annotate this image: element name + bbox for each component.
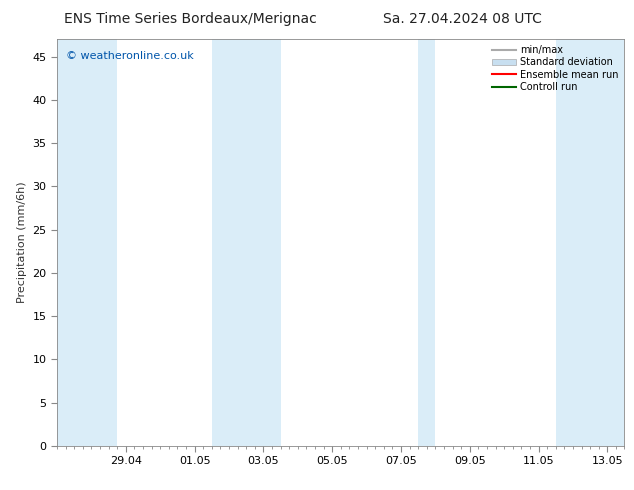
Bar [418, 39, 436, 446]
Text: © weatheronline.co.uk: © weatheronline.co.uk [65, 51, 193, 61]
Bar [556, 39, 624, 446]
Text: Sa. 27.04.2024 08 UTC: Sa. 27.04.2024 08 UTC [384, 12, 542, 26]
Bar [212, 39, 255, 446]
Y-axis label: Precipitation (mm/6h): Precipitation (mm/6h) [17, 182, 27, 303]
Text: ENS Time Series Bordeaux/Merignac: ENS Time Series Bordeaux/Merignac [64, 12, 316, 26]
Legend: min/max, Standard deviation, Ensemble mean run, Controll run: min/max, Standard deviation, Ensemble me… [488, 41, 623, 96]
Bar [57, 39, 117, 446]
Bar [255, 39, 281, 446]
